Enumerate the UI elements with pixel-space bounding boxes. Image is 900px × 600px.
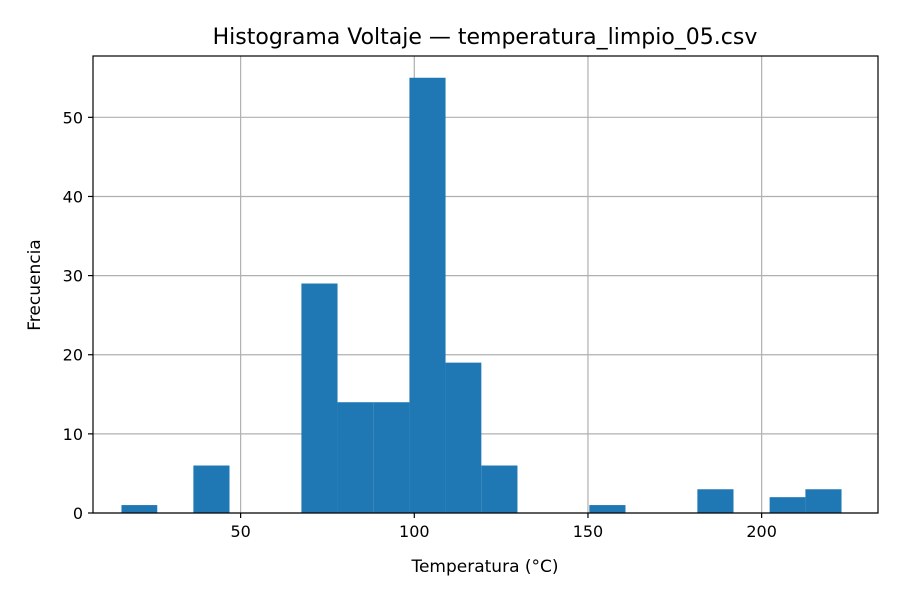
plot-frame — [92, 55, 879, 514]
y-tick-label: 50 — [63, 108, 83, 127]
grid-layer — [93, 56, 878, 514]
y-tick-label: 30 — [63, 267, 83, 286]
histogram-bar — [805, 489, 842, 513]
histogram-bar — [193, 465, 230, 513]
histogram-bar — [409, 77, 446, 513]
histogram-bar — [301, 283, 338, 513]
chart-title: Histograma Voltaje — temperatura_limpio_… — [213, 25, 758, 50]
histogram-bar — [337, 402, 374, 513]
histogram-bar — [481, 465, 518, 513]
histogram-bar — [373, 402, 410, 513]
histogram-bar — [121, 505, 158, 513]
y-tick-label: 40 — [63, 187, 83, 206]
y-tick-label: 20 — [63, 346, 83, 365]
x-tick-label: 50 — [230, 522, 250, 541]
histogram-bar — [445, 362, 482, 513]
x-tick-label: 200 — [746, 522, 777, 541]
x-axis-label: Temperatura (°C) — [410, 557, 558, 577]
bars-layer — [121, 77, 842, 513]
histogram-bar — [589, 505, 626, 513]
x-tick-label: 100 — [399, 522, 430, 541]
y-tick-label: 0 — [73, 504, 83, 523]
y-tick-label: 10 — [63, 425, 83, 444]
ticks-layer: 50 100 150 200 0 10 20 30 40 50 — [63, 108, 777, 541]
histogram-bar — [697, 489, 734, 513]
x-tick-label: 150 — [573, 522, 604, 541]
histogram-bar — [769, 497, 806, 513]
y-axis-label: Frecuencia — [25, 239, 45, 330]
